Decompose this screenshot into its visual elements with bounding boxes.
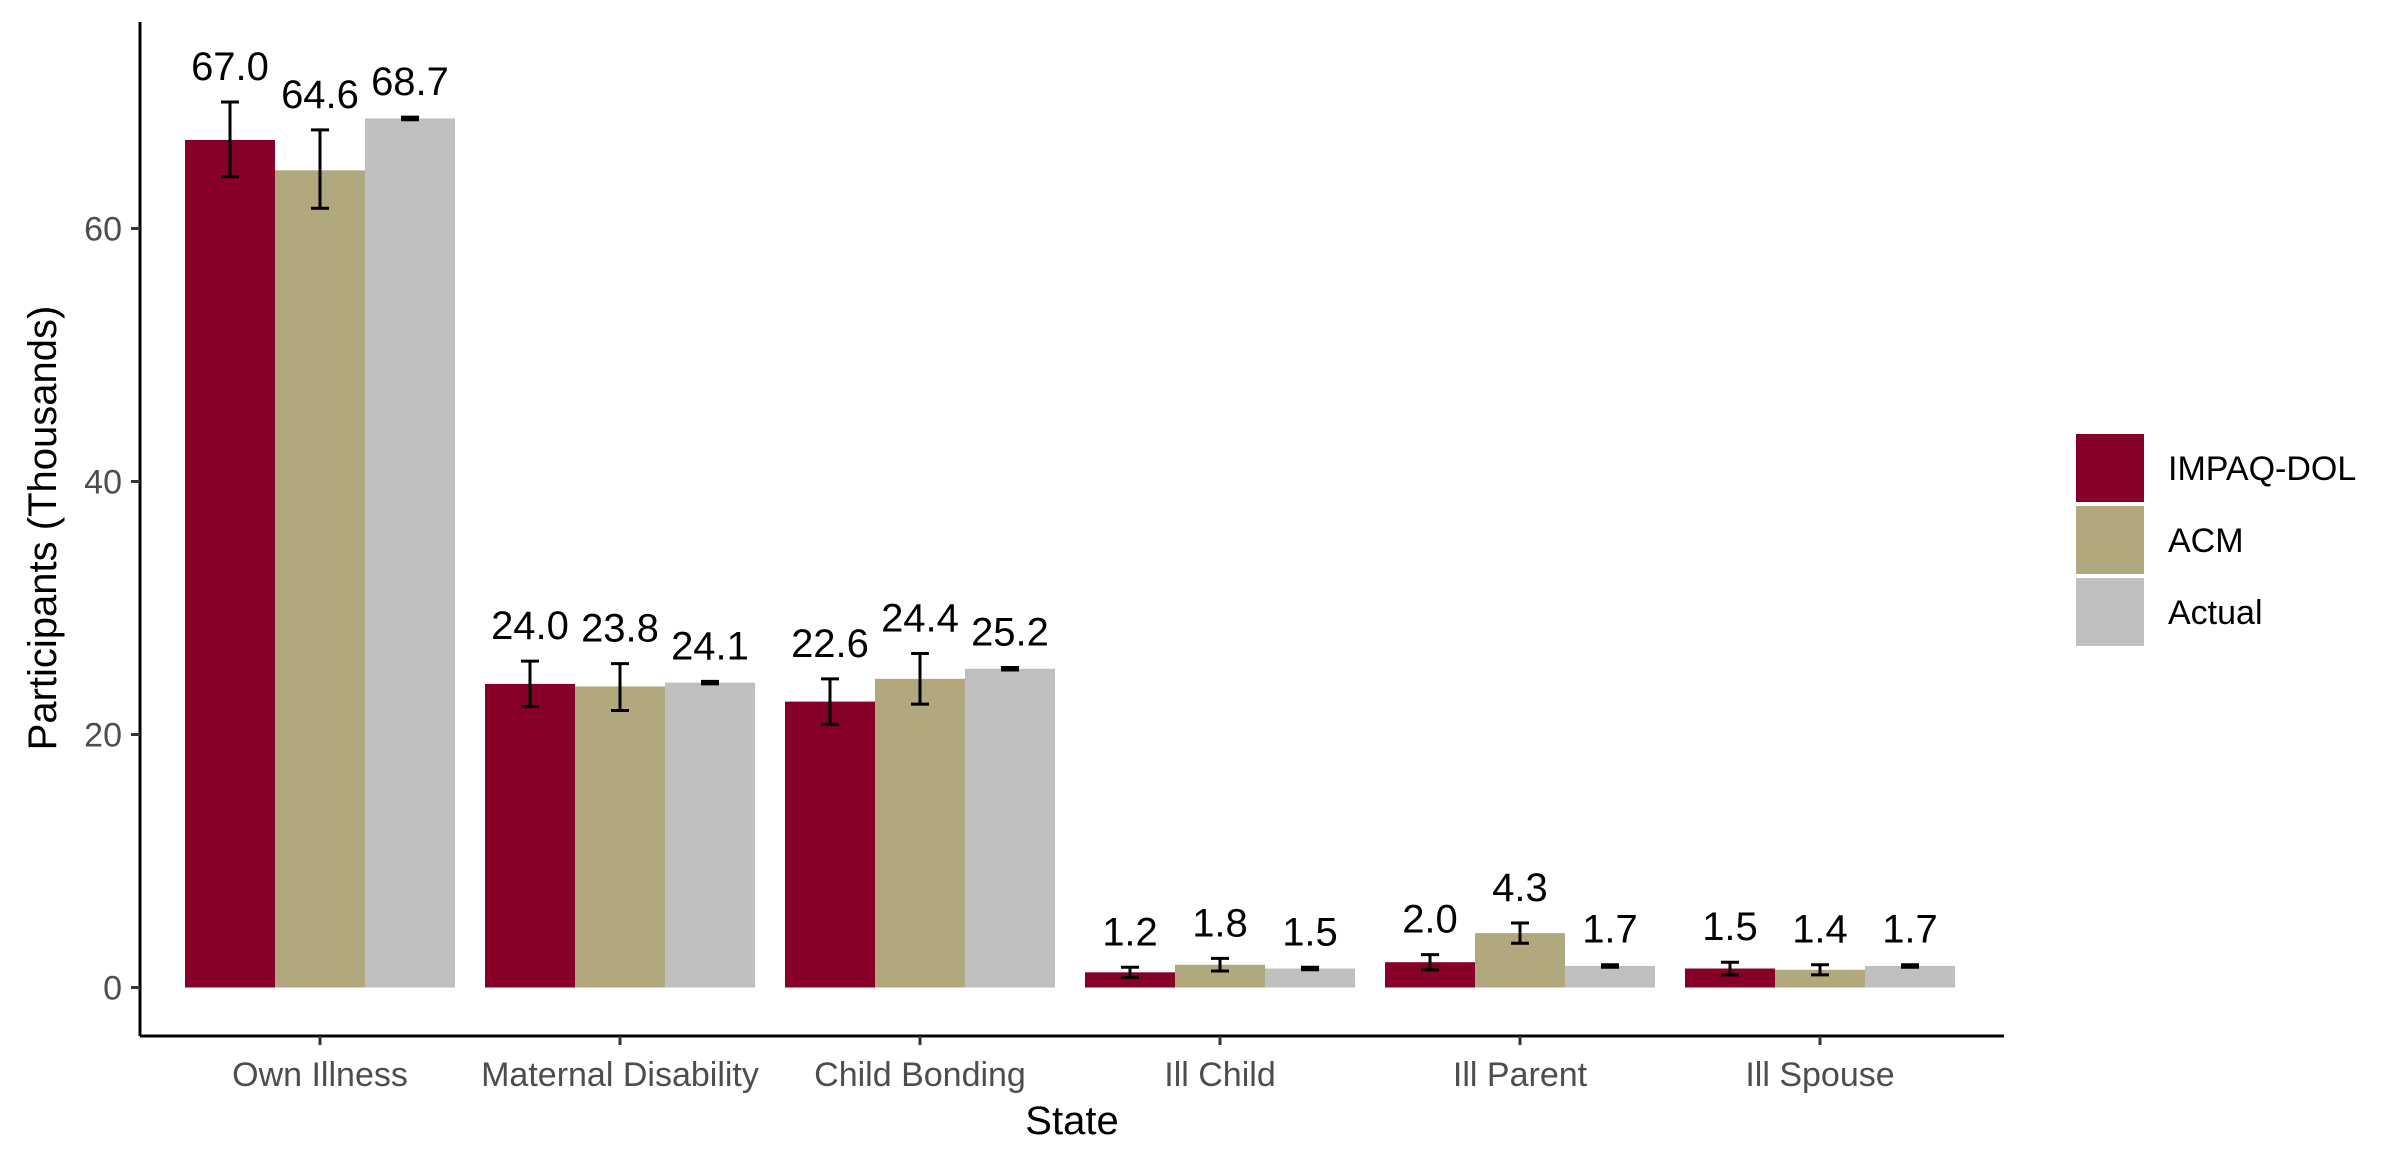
x-tick-label: Ill Spouse: [1745, 1056, 1894, 1094]
error-bar-acm-maternal-disability: [611, 662, 629, 712]
error-bar-actual-child-bonding: [1001, 665, 1019, 672]
error-bar-impaq-dol-ill-child: [1121, 965, 1139, 979]
bar-actual-maternal-disability: [665, 682, 755, 988]
x-axis-title: State: [1025, 1099, 1118, 1143]
error-bar-actual-ill-spouse: [1901, 963, 1919, 969]
legend-item-actual: Actual: [2076, 578, 2263, 646]
bar-acm-ill-child: [1175, 964, 1265, 988]
error-bar-actual-own-illness: [401, 115, 419, 122]
data-label-actual-maternal-disability: 24.1: [671, 624, 749, 668]
x-tick-label: Maternal Disability: [481, 1056, 759, 1094]
bar-actual-ill-child: [1265, 968, 1355, 988]
data-label-actual-ill-parent: 1.7: [1582, 908, 1638, 952]
error-bar-impaq-dol-ill-parent: [1421, 953, 1439, 972]
bar-actual-ill-parent: [1565, 965, 1655, 988]
data-label-acm-ill-parent: 4.3: [1492, 866, 1548, 910]
data-label-actual-ill-spouse: 1.7: [1882, 908, 1938, 952]
data-label-actual-ill-child: 1.5: [1282, 910, 1338, 954]
y-tick-label: 60: [84, 211, 122, 249]
error-bar-acm-ill-spouse: [1811, 963, 1829, 977]
error-bar-actual-maternal-disability: [701, 679, 719, 686]
x-ticks-layer: Own Illness Maternal Disability Child Bond…: [232, 1036, 1895, 1094]
y-tick-label: 20: [84, 717, 122, 755]
bar-acm-own-illness: [275, 170, 365, 988]
data-label-actual-child-bonding: 25.2: [971, 610, 1049, 654]
legend-swatch: [2076, 434, 2144, 502]
y-ticks-layer: 0 20 40 60: [84, 211, 140, 1008]
x-tick-label: Own Illness: [232, 1056, 408, 1094]
bar-impaq-dol-own-illness: [185, 139, 275, 988]
error-bar-acm-own-illness: [311, 128, 329, 210]
error-bar-acm-child-bonding: [911, 652, 929, 706]
legend: IMPAQ-DOL ACM Actual: [2076, 434, 2356, 646]
error-bar-impaq-dol-child-bonding: [821, 677, 839, 726]
x-tick-label: Ill Parent: [1453, 1056, 1588, 1094]
error-bar-actual-ill-child: [1301, 965, 1319, 972]
error-bar-impaq-dol-own-illness: [221, 100, 239, 179]
y-tick-label: 0: [103, 970, 122, 1008]
legend-label: Actual: [2168, 594, 2263, 632]
data-label-acm-ill-child: 1.8: [1192, 901, 1248, 945]
y-tick-label: 40: [84, 464, 122, 502]
data-labels-layer: 67.0 24.0 22.6 1.2 2.0 1.5 64.6 23.8 24.4 1.8 4.3 1…: [191, 45, 1938, 954]
data-label-acm-maternal-disability: 23.8: [581, 607, 659, 651]
bar-acm-maternal-disability: [575, 686, 665, 988]
bar-actual-ill-spouse: [1865, 965, 1955, 988]
legend-label: ACM: [2168, 522, 2244, 560]
y-axis-title: Participants (Thousands): [21, 306, 65, 751]
bar-impaq-dol-maternal-disability: [485, 683, 575, 988]
bar-impaq-dol-ill-spouse: [1685, 968, 1775, 988]
data-label-impaq-dol-child-bonding: 22.6: [791, 622, 869, 666]
legend-item-acm: ACM: [2076, 506, 2244, 574]
error-bar-impaq-dol-maternal-disability: [521, 659, 539, 709]
axes-layer: [138, 22, 2004, 1038]
x-tick-label: Child Bonding: [814, 1056, 1026, 1094]
bar-acm-ill-spouse: [1775, 969, 1865, 988]
data-label-impaq-dol-ill-child: 1.2: [1102, 910, 1158, 954]
error-bar-acm-ill-parent: [1511, 921, 1529, 945]
bars-layer: [185, 118, 1955, 988]
legend-label: IMPAQ-DOL: [2168, 450, 2356, 488]
data-label-acm-ill-spouse: 1.4: [1792, 908, 1848, 952]
bar-actual-child-bonding: [965, 668, 1055, 988]
error-bar-impaq-dol-ill-spouse: [1721, 960, 1739, 977]
error-bars-layer: [221, 100, 1919, 979]
bar-actual-own-illness: [365, 118, 455, 988]
data-label-impaq-dol-maternal-disability: 24.0: [491, 604, 569, 648]
error-bar-acm-ill-child: [1211, 956, 1229, 973]
data-label-actual-own-illness: 68.7: [371, 60, 449, 104]
legend-swatch: [2076, 578, 2144, 646]
data-label-impaq-dol-own-illness: 67.0: [191, 45, 269, 89]
data-label-impaq-dol-ill-parent: 2.0: [1402, 898, 1458, 942]
data-label-acm-own-illness: 64.6: [281, 73, 359, 117]
error-bar-actual-ill-parent: [1601, 963, 1619, 969]
data-label-impaq-dol-ill-spouse: 1.5: [1702, 905, 1758, 949]
legend-swatch: [2076, 506, 2144, 574]
x-tick-label: Ill Child: [1164, 1056, 1275, 1094]
data-label-acm-child-bonding: 24.4: [881, 597, 959, 641]
bar-impaq-dol-child-bonding: [785, 701, 875, 988]
legend-item-impaq-dol: IMPAQ-DOL: [2076, 434, 2356, 502]
bar-impaq-dol-ill-child: [1085, 972, 1175, 988]
bar-acm-child-bonding: [875, 678, 965, 988]
